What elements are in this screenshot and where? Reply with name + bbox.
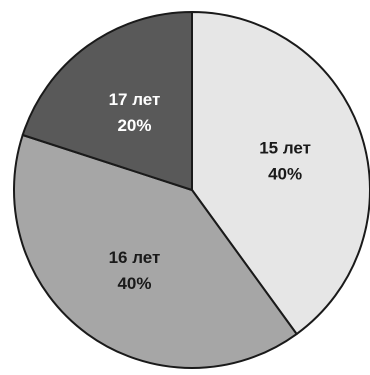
pie-slice-2 bbox=[13, 133, 298, 369]
pie-slice-3-category-label: 17 лет bbox=[109, 90, 161, 109]
pie-slices bbox=[13, 11, 370, 369]
pie-slice-2-value-label: 40% bbox=[117, 274, 151, 293]
pie-labels: 15 лет 40% 16 лет 40% 17 лет 20% bbox=[109, 90, 311, 293]
pie-slice-1-value-label: 40% bbox=[268, 165, 302, 184]
pie-slice-3-value-label: 20% bbox=[117, 116, 151, 135]
pie-slice-1 bbox=[191, 11, 370, 336]
pie-slice-2-category-label: 16 лет bbox=[109, 248, 161, 267]
pie-slice-1-category-label: 15 лет bbox=[259, 139, 311, 158]
pie-slice-3 bbox=[21, 11, 193, 191]
